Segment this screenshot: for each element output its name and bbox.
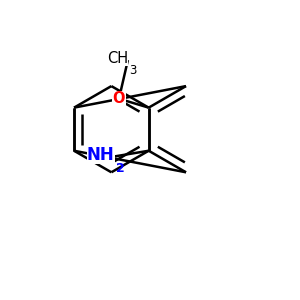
- Text: 2: 2: [116, 162, 125, 175]
- Text: 3: 3: [129, 64, 137, 77]
- Text: CH: CH: [107, 51, 128, 66]
- Text: O: O: [113, 91, 125, 106]
- Text: NH: NH: [87, 146, 115, 164]
